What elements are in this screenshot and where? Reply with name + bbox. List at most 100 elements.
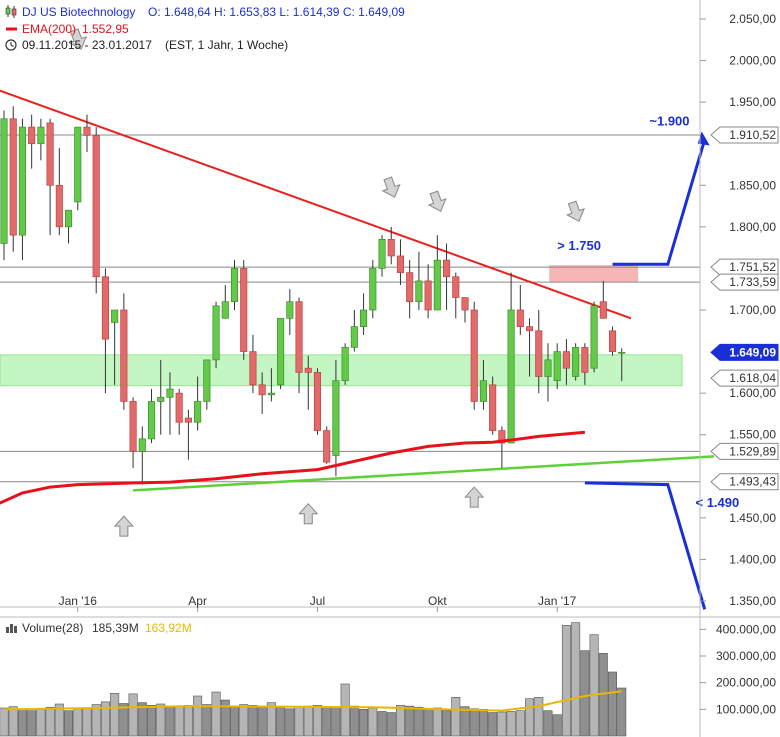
volume-bar — [525, 698, 535, 737]
candle — [74, 126, 82, 211]
candle — [396, 239, 405, 286]
candle — [553, 343, 561, 389]
candle-body — [452, 276, 460, 298]
volume-bar — [82, 707, 92, 737]
volume-bar — [515, 710, 525, 737]
candle-body — [64, 209, 73, 228]
projection-down-line — [584, 481, 707, 610]
price-level-label: 1.910,52 — [710, 126, 779, 144]
volume-bar — [340, 683, 350, 737]
candle — [341, 343, 349, 385]
volume-average-value: 163,92M — [145, 621, 192, 635]
projection-up-line — [612, 139, 707, 266]
candle-body — [562, 351, 570, 369]
candle — [92, 127, 100, 294]
candle — [608, 326, 617, 356]
header-period-row: 09.11.2015 - 23.01.2017 (EST, 1 Jahr, 1 W… — [5, 38, 288, 52]
volume-bar — [552, 714, 562, 737]
volume-bar — [45, 706, 55, 737]
candle-body — [608, 330, 617, 352]
candle — [415, 251, 423, 310]
candle-body — [332, 380, 340, 456]
candle-body — [544, 359, 552, 377]
volume-bar — [589, 634, 599, 737]
volume-bar — [506, 711, 516, 737]
candle-body — [83, 126, 91, 136]
volume-bar — [368, 707, 378, 737]
candle-body — [572, 347, 580, 377]
price-level-label: 1.649,09 — [710, 343, 779, 361]
candle-body — [120, 309, 128, 402]
candle-body — [406, 272, 414, 303]
candle-body — [525, 326, 534, 332]
up-arrow-icon — [298, 502, 319, 525]
candle-body — [203, 359, 211, 402]
projection-up-arrowhead — [697, 131, 710, 146]
candle — [507, 272, 515, 444]
candle-body — [295, 301, 303, 373]
candle-body — [387, 238, 395, 257]
candle — [479, 359, 487, 410]
up-arrow-icon — [113, 515, 134, 537]
volume-bar — [8, 706, 18, 737]
candle — [64, 209, 73, 244]
candle-body — [157, 396, 165, 402]
candle — [323, 426, 331, 464]
y-tick-label: 1.800,00 — [729, 220, 776, 234]
y-tick-label: 2.000,00 — [729, 54, 776, 68]
candle-body — [74, 126, 82, 203]
volume-bar — [54, 703, 64, 737]
candle — [9, 106, 17, 252]
candle — [295, 297, 303, 394]
price-level-value: 1.751,52 — [729, 260, 776, 274]
candle-body — [350, 326, 358, 348]
y-tick-label: 1.850,00 — [729, 178, 776, 192]
volume-bar — [211, 691, 221, 737]
y-tick-label: 1.950,00 — [729, 95, 776, 109]
candle-body — [267, 392, 275, 396]
candle-body — [581, 347, 589, 373]
candle-body — [258, 384, 266, 396]
candle — [516, 285, 524, 335]
volume-bar — [202, 704, 212, 737]
volume-bar — [322, 706, 332, 737]
volume-bar — [257, 706, 267, 737]
candle-body — [461, 297, 469, 311]
candle — [406, 260, 414, 319]
ohlc-values: O: 1.648,64 H: 1.653,83 L: 1.614,39 C: 1… — [148, 5, 405, 19]
volume-bar — [137, 702, 147, 737]
volume-bar — [312, 705, 322, 737]
volume-bar — [469, 708, 479, 737]
candle-body — [249, 351, 257, 386]
candle-body — [111, 309, 119, 323]
x-tick-label: Apr — [188, 594, 207, 608]
candle — [184, 409, 192, 460]
price-level-value: 1.910,52 — [729, 128, 776, 142]
candle — [424, 264, 432, 319]
candle-body — [590, 305, 598, 369]
candle — [203, 359, 211, 410]
volume-bar — [147, 705, 157, 737]
volume-bar — [285, 708, 295, 737]
price-level-value: 1.529,89 — [729, 444, 776, 458]
candle-body — [240, 268, 248, 352]
volume-bar — [183, 705, 193, 737]
volume-y-tick-label: 400.000,00 — [716, 622, 776, 636]
candle-body — [507, 309, 515, 444]
header-instrument-row: DJ US Biotechnology O: 1.648,64 H: 1.653,… — [5, 5, 405, 19]
candle — [433, 235, 441, 311]
x-tick-label: Okt — [428, 594, 447, 608]
volume-bar — [17, 708, 27, 737]
volume-bar — [156, 703, 166, 737]
candle — [350, 310, 358, 352]
candle — [0, 110, 8, 261]
volume-average-line — [3, 690, 622, 712]
candle — [461, 297, 469, 323]
volume-bar — [230, 705, 240, 737]
candle-body — [304, 367, 312, 373]
candle-body — [369, 268, 377, 311]
candle — [525, 318, 534, 377]
x-tick-label: Jan '16 — [59, 594, 98, 608]
candle-body — [46, 122, 54, 186]
